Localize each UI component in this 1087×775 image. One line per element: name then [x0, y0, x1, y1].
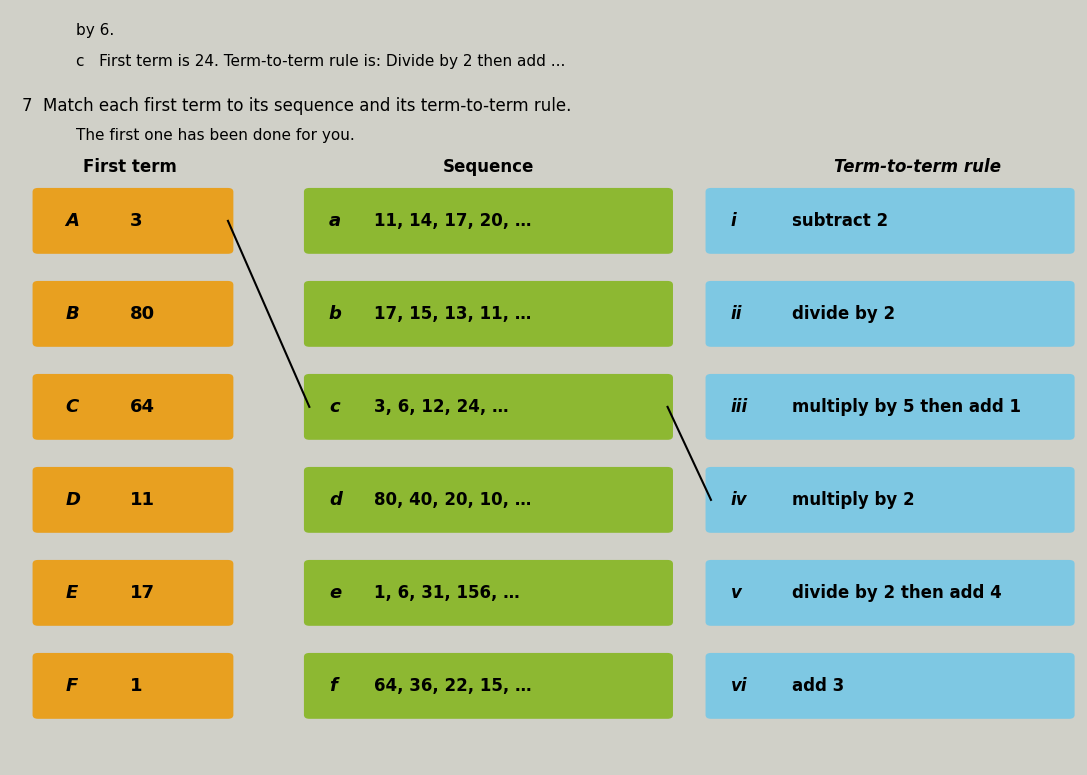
Text: multiply by 2: multiply by 2 [792, 491, 915, 509]
FancyBboxPatch shape [33, 188, 234, 254]
Text: c   First term is 24. Term-to-term rule is: Divide by 2 then add ...: c First term is 24. Term-to-term rule is… [76, 54, 565, 69]
FancyBboxPatch shape [304, 374, 673, 440]
FancyBboxPatch shape [304, 653, 673, 719]
Text: A: A [65, 212, 79, 230]
Text: divide by 2: divide by 2 [792, 305, 896, 323]
Text: C: C [65, 398, 78, 416]
Text: a: a [329, 212, 341, 230]
Text: Term-to-term rule: Term-to-term rule [834, 157, 1001, 176]
FancyBboxPatch shape [33, 467, 234, 533]
FancyBboxPatch shape [304, 467, 673, 533]
FancyBboxPatch shape [705, 374, 1075, 440]
Text: Sequence: Sequence [442, 157, 534, 176]
FancyBboxPatch shape [705, 467, 1075, 533]
Text: iii: iii [730, 398, 748, 416]
FancyBboxPatch shape [33, 374, 234, 440]
Text: vi: vi [730, 677, 747, 695]
Text: 11, 14, 17, 20, …: 11, 14, 17, 20, … [375, 212, 532, 230]
Text: 64: 64 [130, 398, 155, 416]
FancyBboxPatch shape [304, 560, 673, 626]
Text: E: E [65, 584, 77, 602]
FancyBboxPatch shape [304, 188, 673, 254]
FancyBboxPatch shape [705, 281, 1075, 347]
Text: multiply by 5 then add 1: multiply by 5 then add 1 [792, 398, 1022, 416]
Text: b: b [329, 305, 341, 323]
Text: ii: ii [730, 305, 742, 323]
Text: d: d [329, 491, 341, 509]
FancyBboxPatch shape [33, 560, 234, 626]
FancyBboxPatch shape [705, 653, 1075, 719]
Text: 7  Match each first term to its sequence and its term-to-term rule.: 7 Match each first term to its sequence … [22, 97, 571, 115]
Text: 1, 6, 31, 156, …: 1, 6, 31, 156, … [375, 584, 521, 602]
Text: add 3: add 3 [792, 677, 845, 695]
FancyBboxPatch shape [304, 281, 673, 347]
Text: 17: 17 [130, 584, 155, 602]
Text: 1: 1 [130, 677, 142, 695]
Text: i: i [730, 212, 736, 230]
Text: B: B [65, 305, 79, 323]
Text: e: e [329, 584, 341, 602]
Text: 17, 15, 13, 11, …: 17, 15, 13, 11, … [375, 305, 532, 323]
FancyBboxPatch shape [705, 188, 1075, 254]
Text: c: c [329, 398, 339, 416]
Text: iv: iv [730, 491, 747, 509]
Text: The first one has been done for you.: The first one has been done for you. [76, 128, 354, 143]
Text: F: F [65, 677, 77, 695]
Text: 80: 80 [130, 305, 155, 323]
Text: 11: 11 [130, 491, 155, 509]
Text: subtract 2: subtract 2 [792, 212, 888, 230]
Text: 3: 3 [130, 212, 142, 230]
Text: 3, 6, 12, 24, …: 3, 6, 12, 24, … [375, 398, 509, 416]
Text: D: D [65, 491, 80, 509]
Text: f: f [329, 677, 337, 695]
FancyBboxPatch shape [33, 281, 234, 347]
Text: divide by 2 then add 4: divide by 2 then add 4 [792, 584, 1002, 602]
Text: by 6.: by 6. [76, 23, 114, 38]
FancyBboxPatch shape [33, 653, 234, 719]
Text: 64, 36, 22, 15, …: 64, 36, 22, 15, … [375, 677, 533, 695]
Text: 80, 40, 20, 10, …: 80, 40, 20, 10, … [375, 491, 532, 509]
FancyBboxPatch shape [705, 560, 1075, 626]
Text: v: v [730, 584, 741, 602]
Text: First term: First term [84, 157, 177, 176]
